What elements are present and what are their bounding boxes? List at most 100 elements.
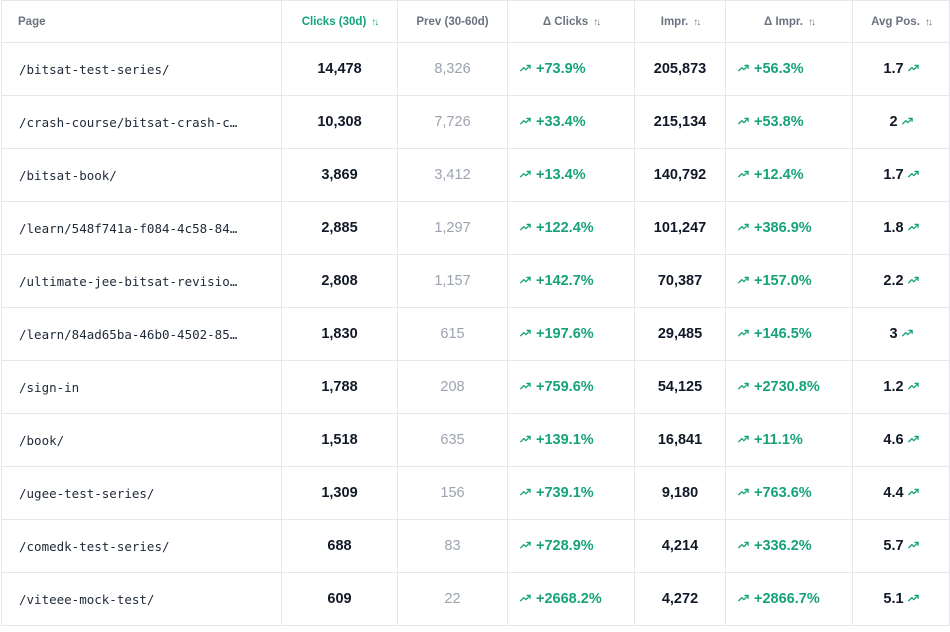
trending-up-icon: [520, 432, 536, 448]
delta-impressions-cell-value: +11.1%: [754, 432, 803, 448]
page-path-cell: /ultimate-jee-bitsat-revisio…: [1, 254, 282, 308]
delta-clicks-cell: +73.9%: [507, 42, 635, 96]
trending-up-icon: [520, 326, 536, 342]
page-path-cell-value: /learn/84ad65ba-46b0-4502-85…: [19, 326, 238, 342]
trending-up-icon: [520, 273, 536, 289]
page-path-cell: /bitsat-test-series/: [1, 42, 282, 96]
delta-impressions-cell: +146.5%: [725, 307, 853, 361]
trending-up-icon: [738, 326, 754, 342]
avg-position-cell: 4.4: [852, 466, 950, 520]
delta-clicks-cell-value: +759.6%: [536, 379, 594, 395]
prev-clicks-cell: 22: [397, 572, 508, 626]
table-row[interactable]: /book/1,518 635 +139.1% 16,841 +11.1% 4.6: [1, 413, 950, 467]
impressions-cell: 9,180: [634, 466, 726, 520]
page-path-cell-value: /bitsat-test-series/: [19, 61, 170, 77]
delta-clicks-cell: +122.4%: [507, 201, 635, 255]
table-row[interactable]: /bitsat-test-series/14,478 8,326 +73.9% 205…: [1, 42, 950, 96]
avg-position-cell-value: 2: [889, 114, 898, 130]
prev-clicks-cell-value: 3,412: [434, 167, 471, 183]
trending-up-icon: [904, 167, 919, 183]
table-row[interactable]: /comedk-test-series/688 83 +728.9% 4,214 +33…: [1, 519, 950, 573]
impressions-cell: 101,247: [634, 201, 726, 255]
prev-clicks-cell: 1,297: [397, 201, 508, 255]
column-header-impressions[interactable]: Impr. ↑↓: [634, 0, 726, 43]
trending-up-icon: [738, 591, 754, 607]
avg-position-cell: 5.7: [852, 519, 950, 573]
delta-impressions-cell: +386.9%: [725, 201, 853, 255]
clicks-cell-value: 1,518: [321, 432, 358, 448]
prev-clicks-cell-value: 1,157: [434, 273, 471, 289]
table-row[interactable]: /ugee-test-series/1,309 156 +739.1% 9,180 +7…: [1, 466, 950, 520]
clicks-cell: 2,885: [281, 201, 398, 255]
delta-clicks-cell-value: +122.4%: [536, 220, 594, 236]
delta-clicks-cell: +728.9%: [507, 519, 635, 573]
sort-icon: ↑↓: [371, 16, 379, 28]
trending-up-icon: [898, 326, 913, 342]
table-header-row: Page Clicks (30d) ↑↓ Prev (30-60d) Δ Clic…: [1, 0, 950, 43]
impressions-cell: 205,873: [634, 42, 726, 96]
impressions-cell-value: 70,387: [657, 273, 703, 289]
column-header-avg-position[interactable]: Avg Pos. ↑↓: [852, 0, 950, 43]
trending-up-icon: [738, 379, 754, 395]
column-header-page: Page: [1, 0, 282, 43]
prev-clicks-cell-value: 8,326: [434, 61, 471, 77]
delta-clicks-cell: +33.4%: [507, 95, 635, 149]
trending-up-icon: [904, 273, 919, 289]
prev-clicks-cell: 1,157: [397, 254, 508, 308]
clicks-cell-value: 1,309: [321, 485, 358, 501]
trending-up-icon: [738, 273, 754, 289]
delta-clicks-cell-value: +739.1%: [536, 485, 594, 501]
sort-icon: ↑↓: [807, 16, 816, 28]
column-header-delta-impressions[interactable]: Δ Impr. ↑↓: [725, 0, 853, 43]
page-path-cell-value: /ugee-test-series/: [19, 485, 155, 501]
trending-up-icon: [904, 379, 919, 395]
avg-position-cell-value: 4.6: [883, 432, 904, 448]
prev-clicks-cell: 615: [397, 307, 508, 361]
page-path-cell: /book/: [1, 413, 282, 467]
delta-clicks-cell-value: +142.7%: [536, 273, 594, 289]
delta-impressions-cell: +2730.8%: [725, 360, 853, 414]
impressions-cell: 70,387: [634, 254, 726, 308]
trending-up-icon: [904, 220, 919, 236]
page-path-cell: /ugee-test-series/: [1, 466, 282, 520]
clicks-cell-value: 1,788: [321, 379, 358, 395]
page-path-cell-value: /bitsat-book/: [19, 167, 117, 183]
prev-clicks-cell: 3,412: [397, 148, 508, 202]
trending-up-icon: [520, 538, 536, 554]
clicks-cell-value: 2,885: [321, 220, 358, 236]
avg-position-cell: 3: [852, 307, 950, 361]
table-body: /bitsat-test-series/14,478 8,326 +73.9% 205…: [1, 42, 950, 626]
delta-clicks-cell-value: +728.9%: [536, 538, 594, 554]
clicks-cell: 1,518: [281, 413, 398, 467]
page-path-cell: /learn/84ad65ba-46b0-4502-85…: [1, 307, 282, 361]
trending-up-icon: [738, 114, 754, 130]
impressions-cell-value: 9,180: [661, 485, 699, 501]
avg-position-cell: 2: [852, 95, 950, 149]
delta-clicks-cell: +139.1%: [507, 413, 635, 467]
delta-clicks-cell-value: +2668.2%: [536, 591, 602, 607]
prev-clicks-cell: 83: [397, 519, 508, 573]
column-header-clicks[interactable]: Clicks (30d) ↑↓: [281, 0, 398, 43]
table-row[interactable]: /learn/84ad65ba-46b0-4502-85… 1,830 615 +19…: [1, 307, 950, 361]
avg-position-cell: 5.1: [852, 572, 950, 626]
trending-up-icon: [904, 485, 919, 501]
delta-impressions-cell: +53.8%: [725, 95, 853, 149]
table-row[interactable]: /crash-course/bitsat-crash-c… 10,308 7,726…: [1, 95, 950, 149]
impressions-cell: 16,841: [634, 413, 726, 467]
table-row[interactable]: /sign-in 1,788 208 +759.6% 54,125 +2730.8% 1.2: [1, 360, 950, 414]
prev-clicks-cell-value: 208: [440, 379, 465, 395]
impressions-cell-value: 215,134: [653, 114, 707, 130]
table-row[interactable]: /viteee-mock-test/609 22 +2668.2% 4,272 +286…: [1, 572, 950, 626]
page-path-cell-value: /book/: [19, 432, 65, 448]
avg-position-cell: 1.2: [852, 360, 950, 414]
table-row[interactable]: /learn/548f741a-f084-4c58-84… 2,885 1,297 +…: [1, 201, 950, 255]
table-row[interactable]: /ultimate-jee-bitsat-revisio… 2,808 1,157 +…: [1, 254, 950, 308]
clicks-cell: 10,308: [281, 95, 398, 149]
clicks-cell: 1,788: [281, 360, 398, 414]
table-row[interactable]: /bitsat-book/3,869 3,412 +13.4% 140,792 +12.…: [1, 148, 950, 202]
prev-clicks-cell-value: 7,726: [434, 114, 471, 130]
column-header-delta-clicks[interactable]: Δ Clicks ↑↓: [507, 0, 635, 43]
trending-up-icon: [898, 114, 913, 130]
clicks-cell-value: 1,830: [321, 326, 358, 342]
